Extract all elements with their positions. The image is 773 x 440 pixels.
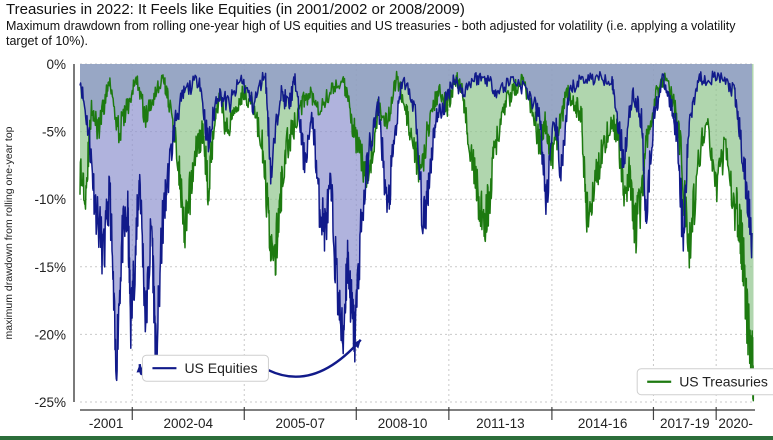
annotation-arrow: [267, 339, 362, 378]
legend-label: US Treasuries: [679, 374, 768, 390]
x-tick-label: -2001: [89, 416, 124, 431]
x-tick-label: 2002-04: [163, 416, 213, 431]
area-fills: [80, 64, 754, 401]
axes: 0% -5% -10% -15% -20% -25% -2001 2002-04 2005-07…: [34, 57, 755, 431]
series-line-us-equities: [79, 70, 753, 382]
x-tick-label: 2011-13: [476, 416, 525, 431]
x-tick-label: 2017-19: [660, 416, 710, 431]
y-tick-label: -15%: [34, 260, 66, 275]
annotation-us-treasuries: US Treasuries: [636, 368, 773, 396]
x-tick-label: 2008-10: [378, 416, 428, 431]
annotations: US Equities US Treasuries: [136, 339, 773, 396]
annotation-arrowhead: [352, 339, 361, 349]
y-tick-label: 0%: [46, 57, 66, 72]
area-fill-us-treasuries: [80, 64, 754, 401]
series-lines: [79, 70, 755, 402]
x-tick-label: 2020-: [718, 416, 753, 431]
x-tick-label: 2005-07: [275, 416, 325, 431]
legend-label: US Equities: [184, 360, 257, 376]
series-line-us-treasuries: [79, 70, 755, 402]
chart-title: Treasuries in 2022: It Feels like Equiti…: [6, 1, 465, 18]
legend-box: [636, 368, 773, 396]
x-tick-label: 2014-16: [578, 416, 628, 431]
y-tick-label: -25%: [34, 395, 66, 410]
annotation-us-equities: US Equities: [136, 339, 362, 382]
bottom-bar: [0, 436, 773, 440]
legend-box: [141, 354, 269, 382]
y-tick-label: -5%: [42, 125, 66, 140]
y-axis-label: maximum drawdown from rolling one-year t…: [3, 126, 15, 339]
area-fill-us-equities: [80, 64, 753, 381]
y-tick-label: -10%: [34, 192, 66, 207]
chart-subtitle: Maximum drawdown from rolling one-year h…: [6, 19, 736, 48]
y-tick-label: -20%: [34, 327, 66, 342]
